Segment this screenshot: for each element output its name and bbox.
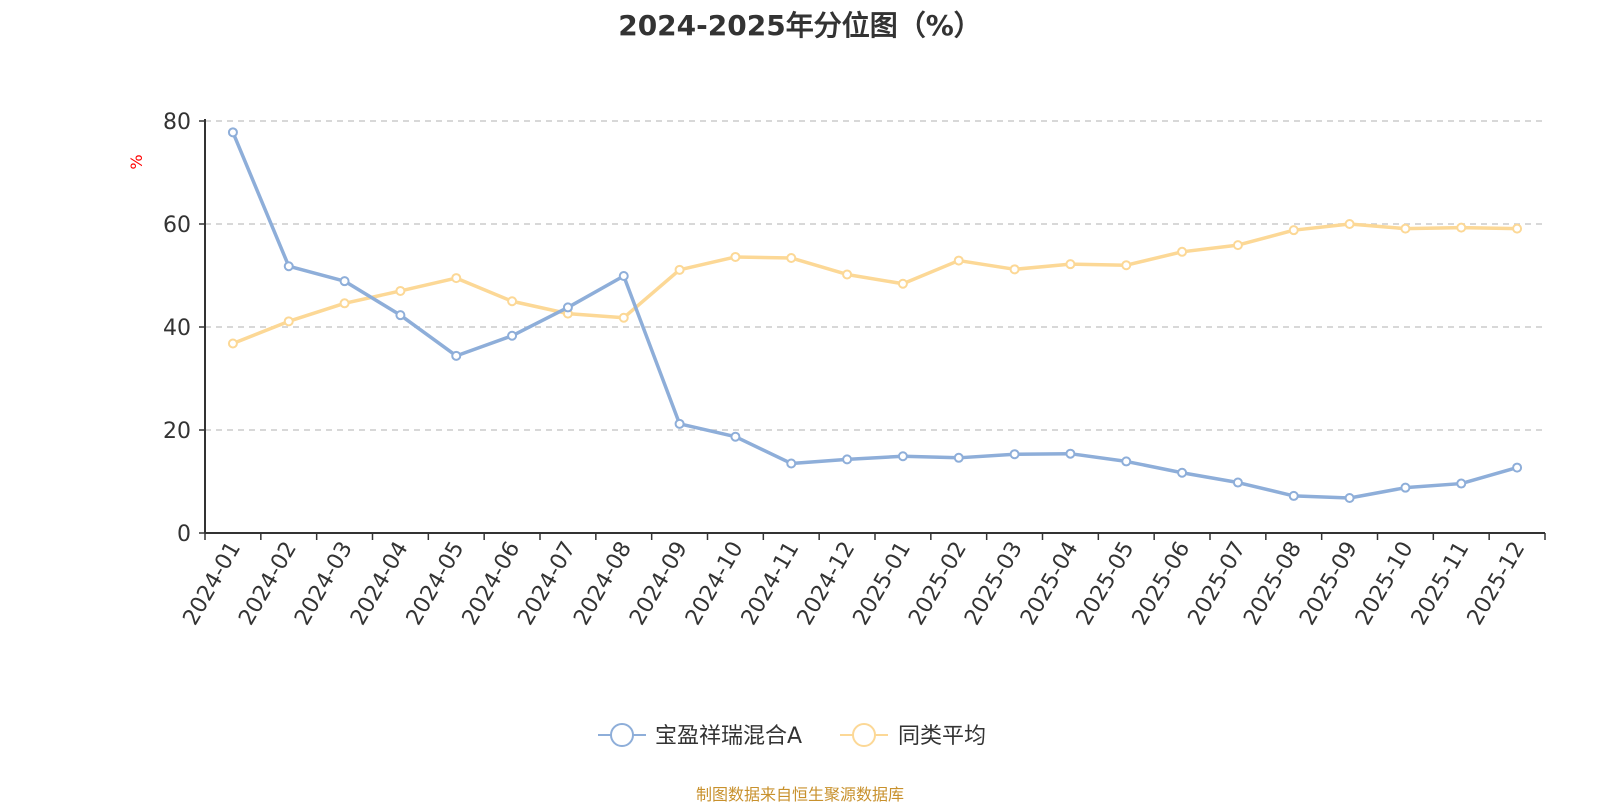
data-point xyxy=(1177,246,1188,257)
data-point xyxy=(1121,456,1132,467)
data-point xyxy=(1121,260,1132,271)
chart-title: 2024-2025年分位图（%） xyxy=(618,9,982,42)
data-point xyxy=(1177,467,1188,478)
legend-label: 宝盈祥瑞混合A xyxy=(655,724,802,749)
data-point xyxy=(507,330,518,341)
data-point xyxy=(339,298,350,309)
data-point xyxy=(451,273,462,284)
data-point xyxy=(786,458,797,469)
data-point xyxy=(1512,223,1523,234)
series-line-0 xyxy=(231,131,1518,500)
data-point xyxy=(953,255,964,266)
data-point xyxy=(1065,259,1076,270)
data-point xyxy=(730,431,741,442)
legend-marker xyxy=(852,723,876,747)
data-point xyxy=(227,127,238,138)
y-tick-label: 60 xyxy=(163,213,191,238)
y-tick-label: 20 xyxy=(163,419,191,444)
data-point xyxy=(1344,219,1355,229)
data-point xyxy=(1288,225,1299,236)
data-point xyxy=(283,261,294,272)
y-tick-label: 0 xyxy=(177,522,191,547)
data-point xyxy=(507,296,518,307)
data-point xyxy=(953,452,964,463)
data-point xyxy=(1456,478,1467,489)
legend-label: 同类平均 xyxy=(898,724,986,749)
data-source-note: 制图数据来自恒生聚源数据库 xyxy=(695,785,904,804)
grid-lines xyxy=(205,120,1545,431)
data-point xyxy=(618,271,629,282)
data-point xyxy=(1232,477,1243,488)
data-point xyxy=(1232,240,1243,251)
data-point xyxy=(730,251,741,262)
data-point xyxy=(1456,222,1467,233)
data-point xyxy=(1288,490,1299,501)
y-tick-label: 80 xyxy=(163,110,191,135)
data-point xyxy=(1009,264,1020,275)
y-axis-label: % xyxy=(127,154,146,169)
data-point xyxy=(1344,492,1355,503)
series-lines xyxy=(227,127,1523,503)
data-point xyxy=(842,269,853,280)
data-point xyxy=(562,302,573,313)
data-point xyxy=(1065,448,1076,459)
data-point xyxy=(1512,462,1523,473)
data-point xyxy=(1400,482,1411,493)
data-point xyxy=(842,454,853,465)
data-point xyxy=(897,278,908,289)
legend-item-1[interactable]: 同类平均 xyxy=(840,723,986,749)
data-point xyxy=(339,276,350,287)
series-line-1 xyxy=(232,222,1518,346)
data-point xyxy=(395,310,406,321)
data-point xyxy=(1400,223,1411,234)
data-point xyxy=(395,285,406,296)
data-point xyxy=(674,264,685,275)
legend[interactable]: 宝盈祥瑞混合A 同类平均 xyxy=(598,723,986,749)
axes xyxy=(204,119,1545,534)
data-point xyxy=(1009,449,1020,460)
data-point xyxy=(786,252,797,263)
y-tick-label: 40 xyxy=(163,316,191,341)
y-axis-ticks: 0 20 40 60 80 xyxy=(163,110,205,547)
data-point xyxy=(451,350,462,361)
legend-item-0[interactable]: 宝盈祥瑞混合A xyxy=(598,723,802,749)
legend-marker xyxy=(610,723,634,747)
x-axis-ticks: 2024-012024-022024-032024-042024-052024-… xyxy=(179,533,1546,630)
data-point xyxy=(618,312,629,323)
data-point xyxy=(897,451,908,462)
data-point xyxy=(674,418,685,429)
data-point xyxy=(227,338,238,349)
data-point xyxy=(283,316,294,327)
